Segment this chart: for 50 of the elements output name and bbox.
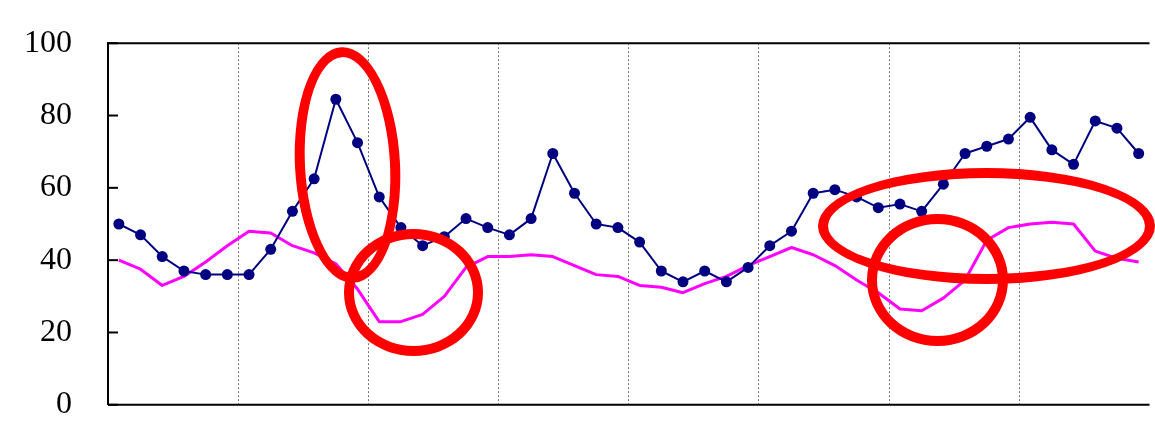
point <box>916 205 928 217</box>
point <box>872 202 884 214</box>
point <box>634 236 646 248</box>
point <box>677 276 689 288</box>
y-tick-label: 60 <box>40 167 72 204</box>
point <box>460 213 472 225</box>
point <box>959 147 971 159</box>
point <box>981 140 993 152</box>
point <box>525 213 537 225</box>
point <box>742 261 754 273</box>
point <box>178 265 190 277</box>
point <box>330 93 342 105</box>
point <box>200 269 212 281</box>
point <box>352 137 364 149</box>
point <box>1046 144 1058 156</box>
point <box>785 225 797 237</box>
point <box>612 222 624 234</box>
y-tick-label: 0 <box>56 384 72 421</box>
y-tick-label: 80 <box>40 94 72 131</box>
point <box>156 251 168 263</box>
point <box>373 191 385 203</box>
point <box>1068 158 1080 170</box>
point <box>1133 147 1145 159</box>
point <box>113 218 125 230</box>
y-tick-label: 40 <box>40 239 72 276</box>
point <box>764 240 776 252</box>
point <box>417 240 429 252</box>
point <box>720 276 732 288</box>
point <box>569 187 581 199</box>
point <box>243 269 255 281</box>
point <box>221 269 233 281</box>
point <box>1002 133 1014 145</box>
point <box>503 229 515 241</box>
point <box>547 147 559 159</box>
point <box>894 198 906 210</box>
y-tick-label: 20 <box>40 311 72 348</box>
point <box>135 229 147 241</box>
point <box>807 187 819 199</box>
point <box>482 222 494 234</box>
point <box>829 184 841 196</box>
point <box>286 205 298 217</box>
point <box>308 173 320 185</box>
point <box>1111 122 1123 134</box>
point <box>699 265 711 277</box>
point <box>655 265 667 277</box>
point <box>1089 115 1101 127</box>
y-tick-label: 100 <box>24 22 72 59</box>
point <box>590 218 602 230</box>
point <box>265 243 277 255</box>
point <box>1024 111 1036 123</box>
